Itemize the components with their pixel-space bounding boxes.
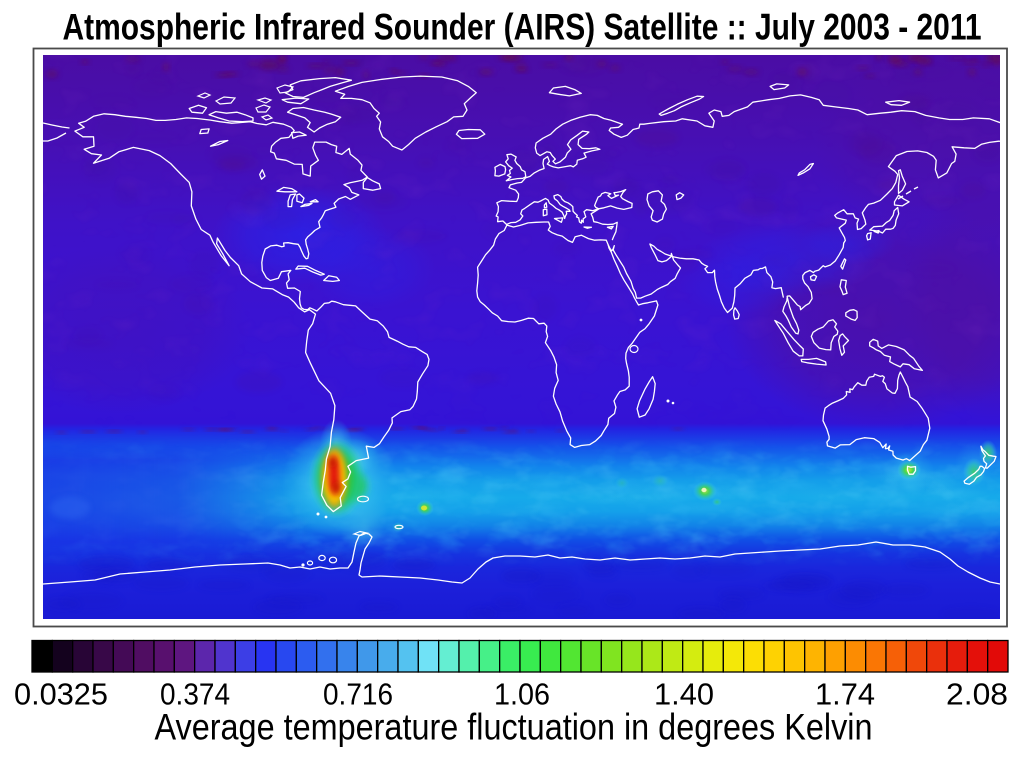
svg-text:Average temperature fluctuatio: Average temperature fluctuation in degre… — [155, 706, 873, 748]
svg-text:2.08: 2.08 — [946, 677, 1008, 712]
svg-text:Atmospheric Infrared Sounder (: Atmospheric Infrared Sounder (AIRS) Sate… — [63, 6, 982, 48]
svg-text:1.40: 1.40 — [654, 677, 714, 712]
svg-text:1.74: 1.74 — [815, 677, 875, 712]
svg-text:0.374: 0.374 — [160, 677, 230, 712]
svg-text:0.0325: 0.0325 — [14, 677, 108, 712]
svg-text:0.716: 0.716 — [323, 677, 393, 712]
svg-text:1.06: 1.06 — [494, 677, 550, 712]
